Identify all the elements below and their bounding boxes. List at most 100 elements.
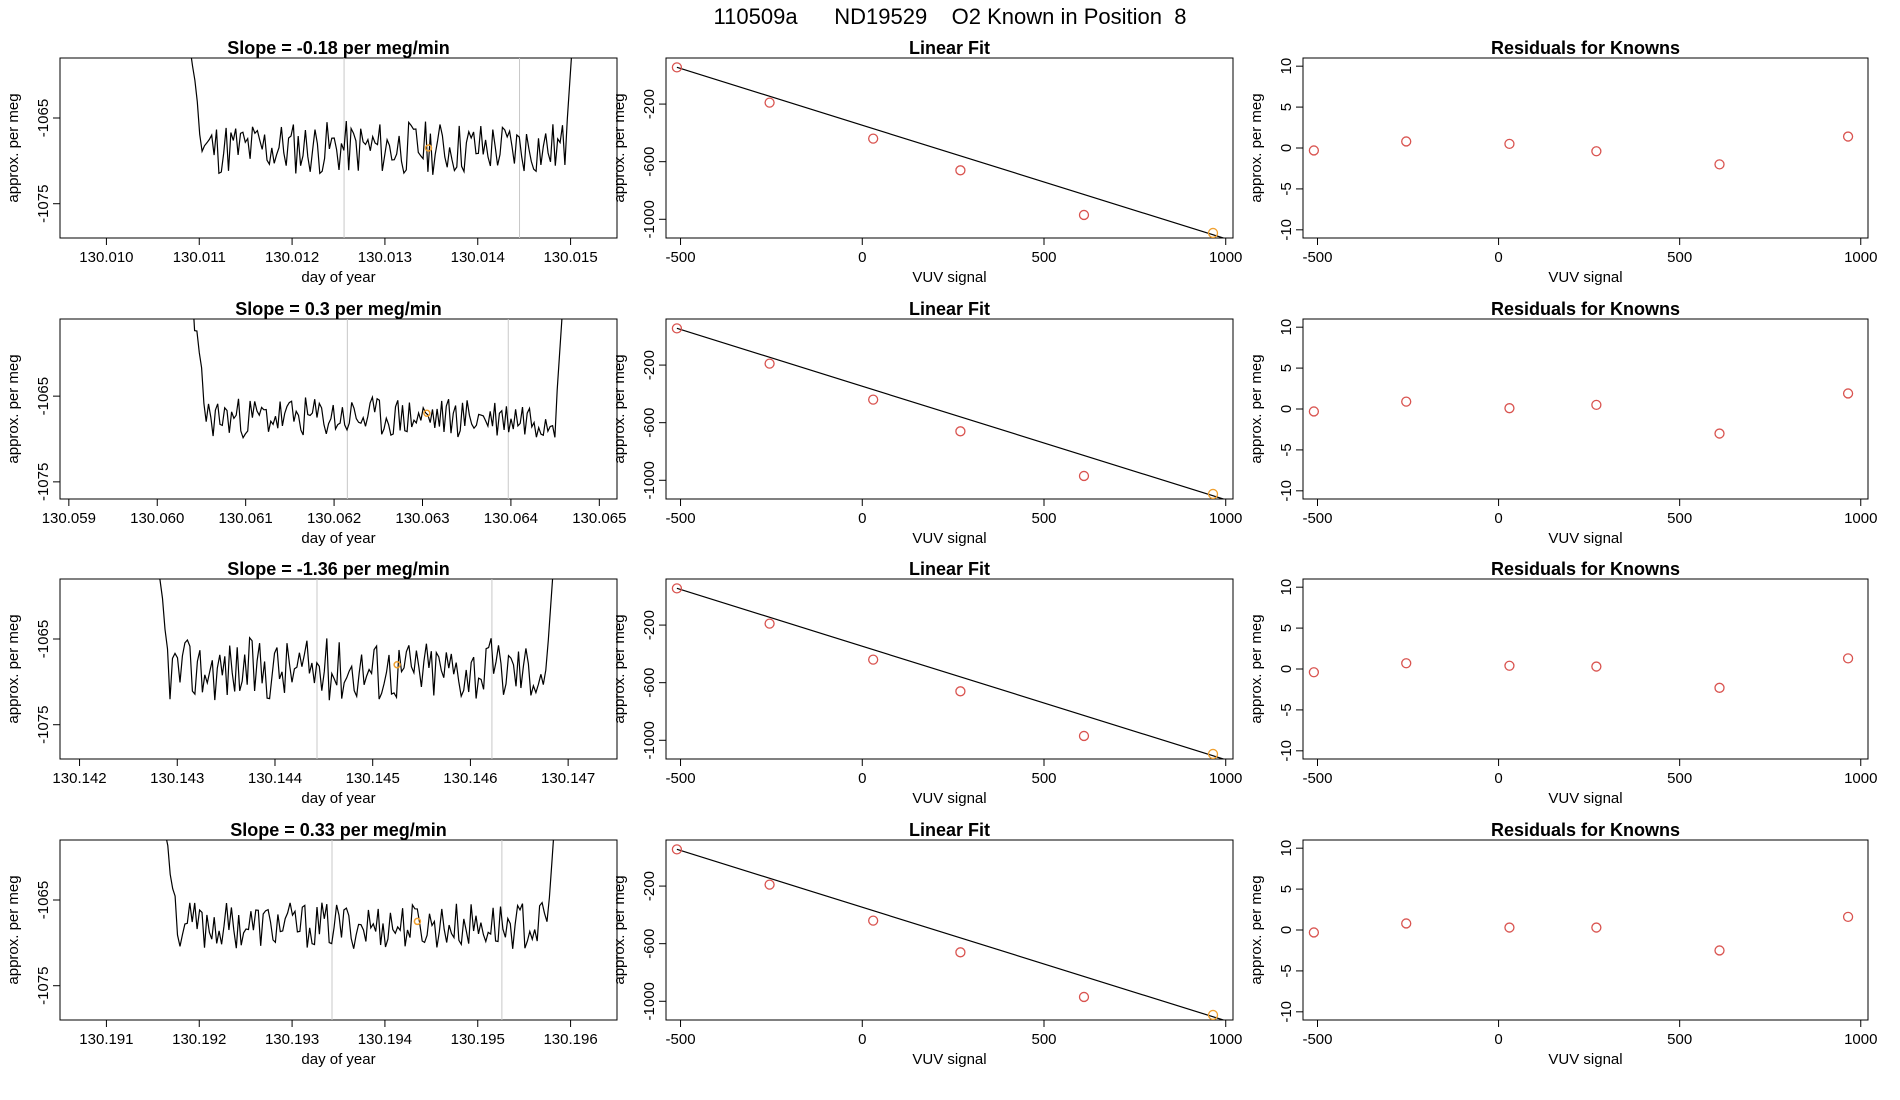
data-point bbox=[764, 358, 775, 369]
highlight-point bbox=[393, 660, 401, 669]
y-tick-label: 5 bbox=[1278, 624, 1295, 632]
plot-title: Slope = 0.3 per meg/min bbox=[235, 299, 442, 319]
plot-frame-3 bbox=[59, 318, 618, 500]
data-point bbox=[1591, 399, 1602, 411]
data-point bbox=[1504, 660, 1515, 671]
x-tick-label: -500 bbox=[1302, 1031, 1332, 1048]
data-point bbox=[1714, 159, 1725, 170]
y-axis-label: approx. per meg bbox=[5, 354, 22, 463]
y-tick-label: -5 bbox=[1278, 964, 1295, 977]
x-tick-label: 500 bbox=[1667, 770, 1692, 787]
y-axis-label: approx. per meg bbox=[1248, 93, 1265, 202]
data-point bbox=[1504, 922, 1515, 933]
x-tick-label: 1000 bbox=[1209, 249, 1242, 266]
y-tick-label: -600 bbox=[641, 668, 658, 698]
plot-title: Residuals for Knowns bbox=[1491, 38, 1680, 58]
x-tick-label: -500 bbox=[666, 510, 696, 527]
x-tick-label: 130.012 bbox=[265, 249, 319, 266]
plot-area-5 bbox=[1308, 388, 1854, 439]
x-tick-label: 0 bbox=[858, 770, 866, 787]
x-axis-label: day of year bbox=[301, 269, 375, 286]
y-axis-label: approx. per meg bbox=[5, 614, 22, 723]
data-point bbox=[1714, 428, 1725, 439]
data-point bbox=[1308, 667, 1320, 678]
x-axis-label: VUV signal bbox=[1548, 269, 1622, 286]
plot-area-4 bbox=[671, 323, 1226, 499]
x-tick-label: 130.065 bbox=[572, 510, 626, 527]
y-axis-label: approx. per meg bbox=[611, 614, 628, 723]
plot-title: Residuals for Knowns bbox=[1491, 820, 1680, 840]
plot-frame-11 bbox=[1302, 839, 1869, 1021]
data-point bbox=[1714, 682, 1725, 693]
y-tick-label: -1000 bbox=[641, 461, 658, 499]
y-tick-label: -200 bbox=[641, 610, 658, 640]
data-point bbox=[1504, 403, 1515, 414]
y-tick-label: 0 bbox=[1278, 926, 1295, 934]
data-point bbox=[764, 97, 775, 108]
data-point bbox=[1842, 388, 1854, 399]
plot-frame-6 bbox=[59, 578, 618, 760]
y-axis-label: approx. per meg bbox=[1248, 875, 1265, 984]
x-tick-label: -500 bbox=[666, 249, 696, 266]
x-axis-label: VUV signal bbox=[912, 1051, 986, 1068]
data-point bbox=[955, 165, 966, 176]
data-point bbox=[764, 879, 775, 890]
y-tick-label: 10 bbox=[1278, 58, 1295, 75]
y-tick-label: -1075 bbox=[35, 706, 52, 744]
plot-area-8 bbox=[1308, 653, 1854, 693]
y-tick-label: -200 bbox=[641, 871, 658, 901]
highlight-point bbox=[413, 917, 422, 926]
plot-frame-9 bbox=[59, 839, 618, 1021]
data-point bbox=[671, 323, 683, 334]
y-tick-label: -1000 bbox=[641, 982, 658, 1020]
x-tick-label: 130.193 bbox=[265, 1031, 319, 1048]
y-axis-label: approx. per meg bbox=[611, 93, 628, 202]
x-tick-label: 130.064 bbox=[484, 510, 538, 527]
x-tick-label: 130.011 bbox=[173, 249, 226, 266]
x-tick-label: 130.196 bbox=[543, 1031, 597, 1048]
x-tick-label: 0 bbox=[1494, 510, 1502, 527]
x-tick-label: 500 bbox=[1031, 770, 1056, 787]
x-tick-label: 1000 bbox=[1844, 770, 1877, 787]
data-point bbox=[1401, 658, 1412, 669]
data-trace bbox=[193, 319, 563, 440]
data-point bbox=[1842, 653, 1854, 664]
y-tick-label: -600 bbox=[641, 929, 658, 959]
x-tick-label: 130.060 bbox=[130, 510, 184, 527]
plot-area-0 bbox=[190, 58, 572, 238]
x-tick-label: 1000 bbox=[1209, 770, 1242, 787]
plot-frame-0 bbox=[59, 57, 618, 239]
y-tick-label: 0 bbox=[1278, 144, 1295, 152]
plot-title: Slope = -1.36 per meg/min bbox=[227, 559, 450, 579]
y-tick-label: -600 bbox=[641, 408, 658, 438]
data-point bbox=[671, 62, 683, 73]
y-tick-label: -200 bbox=[641, 350, 658, 380]
x-tick-label: 130.143 bbox=[150, 770, 204, 787]
data-point bbox=[868, 133, 879, 144]
plot-title: Residuals for Knowns bbox=[1491, 299, 1680, 319]
x-tick-label: 130.195 bbox=[451, 1031, 505, 1048]
fit-line bbox=[676, 587, 1226, 759]
data-point bbox=[868, 394, 879, 405]
plot-frame-7 bbox=[665, 578, 1234, 760]
data-point bbox=[671, 844, 683, 855]
x-tick-label: 130.061 bbox=[219, 510, 273, 527]
y-axis-label: approx. per meg bbox=[1248, 614, 1265, 723]
plot-title: Linear Fit bbox=[909, 299, 990, 319]
y-tick-label: -10 bbox=[1278, 1001, 1295, 1023]
y-axis-label: approx. per meg bbox=[1248, 354, 1265, 463]
y-tick-label: 10 bbox=[1278, 840, 1295, 857]
y-axis-label: approx. per meg bbox=[5, 875, 22, 984]
y-tick-label: -1065 bbox=[35, 881, 52, 919]
y-tick-label: -5 bbox=[1278, 182, 1295, 195]
data-point bbox=[671, 583, 683, 594]
x-axis-label: day of year bbox=[301, 790, 375, 807]
data-point bbox=[1401, 918, 1412, 929]
x-tick-label: 130.194 bbox=[358, 1031, 412, 1048]
x-tick-label: 500 bbox=[1031, 510, 1056, 527]
y-axis-label: approx. per meg bbox=[611, 875, 628, 984]
y-tick-label: -1075 bbox=[35, 967, 52, 1005]
x-tick-label: 130.063 bbox=[395, 510, 449, 527]
x-axis-label: VUV signal bbox=[912, 790, 986, 807]
x-tick-label: 1000 bbox=[1844, 1031, 1877, 1048]
